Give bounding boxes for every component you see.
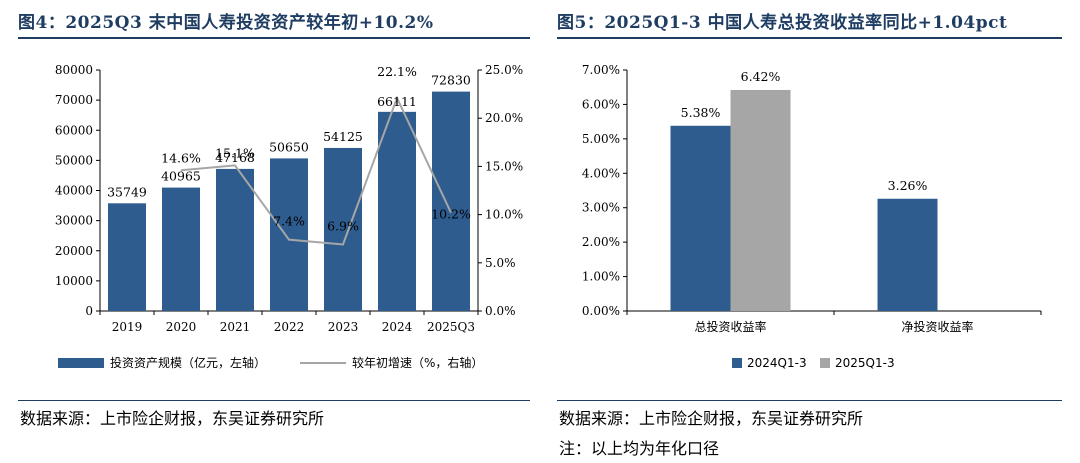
x-tick-label: 2020 xyxy=(166,320,197,334)
line-data-label: 10.2% xyxy=(431,207,471,222)
bar-investment-assets xyxy=(216,168,254,311)
y-right-tick-label: 20.0% xyxy=(485,111,523,125)
y-tick-label: 1.00% xyxy=(582,270,620,284)
figure-4-title: 图4：2025Q3 末中国人寿投资资产较年初+10.2% xyxy=(18,13,434,33)
figure-4-panel: 图4：2025Q3 末中国人寿投资资产较年初+10.2% 0 10000 20000… xyxy=(18,0,530,463)
y-right-tick-label: 5.0% xyxy=(485,256,516,270)
bar-data-label: 40965 xyxy=(161,169,201,184)
bar-2025Q1-3 xyxy=(730,89,791,311)
y-tick-label: 5.00% xyxy=(582,132,620,146)
bar-investment-assets xyxy=(432,91,470,311)
y-right-tick-label: 10.0% xyxy=(485,208,523,222)
figure-5-panel: 图5：2025Q1-3 中国人寿总投资收益率同比+1.04pct 0.00% 1.… xyxy=(557,0,1069,463)
bar-data-label: 3.26% xyxy=(888,178,928,193)
y-left-tick-label: 70000 xyxy=(55,93,93,107)
legend-swatch-bars xyxy=(58,358,104,368)
x-tick-label: 总投资收益率 xyxy=(694,319,766,334)
x-tick-label: 2024 xyxy=(382,320,413,334)
bar-data-label: 50650 xyxy=(269,139,309,154)
line-data-label: 6.9% xyxy=(327,218,359,233)
legend-swatch-2025 xyxy=(820,358,830,368)
legend-label-line: 较年初增速（%，右轴） xyxy=(352,355,483,370)
figure-5-title: 图5：2025Q1-3 中国人寿总投资收益率同比+1.04pct xyxy=(557,13,1008,33)
x-tick-label: 2022 xyxy=(274,320,305,334)
legend-swatch-2024 xyxy=(732,358,742,368)
x-tick-label: 净投资收益率 xyxy=(901,319,973,334)
figure-4-source: 数据来源：上市险企财报，东吴证券研究所 xyxy=(20,409,325,428)
bar-data-label: 47168 xyxy=(215,150,255,165)
bar-data-label: 35749 xyxy=(107,184,147,199)
investment-yield-chart: 0.00% 1.00% 2.00% 3.00% 4.00% 5.00% 6.00% 7.00%… xyxy=(582,63,1042,370)
line-data-label: 15.1% xyxy=(215,145,255,160)
y-tick-label: 0.00% xyxy=(582,304,620,318)
y-tick-label: 2.00% xyxy=(582,235,620,249)
x-tick-label: 2023 xyxy=(328,320,359,334)
source-divider xyxy=(557,400,1062,401)
figure-5-source: 数据来源：上市险企财报，东吴证券研究所 xyxy=(559,409,864,428)
bar-investment-assets xyxy=(324,147,362,311)
x-tick-label: 2025Q3 xyxy=(427,320,475,334)
y-left-tick-label: 40000 xyxy=(55,184,93,198)
legend-label-bars: 投资资产规模（亿元，左轴） xyxy=(110,355,266,370)
investment-assets-chart: 0 10000 20000 30000 40000 50000 60000 70000 8000… xyxy=(55,63,523,370)
line-data-label: 7.4% xyxy=(273,214,305,229)
bar-data-label: 5.38% xyxy=(681,105,721,120)
legend-label-2025: 2025Q1-3 xyxy=(835,356,895,370)
bar-data-label: 72830 xyxy=(431,73,471,88)
bar-investment-assets xyxy=(270,158,308,311)
bar-2024Q1-3 xyxy=(877,198,938,311)
title-divider xyxy=(557,37,1062,39)
legend-label-2024: 2024Q1-3 xyxy=(747,356,807,370)
bar-investment-assets xyxy=(378,111,416,311)
y-right-tick-label: 0.0% xyxy=(485,304,516,318)
y-left-tick-label: 10000 xyxy=(55,274,93,288)
line-data-label: 22.1% xyxy=(377,64,417,79)
y-right-tick-label: 25.0% xyxy=(485,63,523,77)
y-left-tick-label: 0 xyxy=(85,304,93,318)
bar-data-label: 66111 xyxy=(377,94,417,109)
bar-investment-assets xyxy=(162,187,200,311)
y-tick-label: 4.00% xyxy=(582,166,620,180)
x-tick-label: 2019 xyxy=(112,320,143,334)
bar-investment-assets xyxy=(108,203,146,311)
title-divider xyxy=(18,37,530,39)
y-tick-label: 6.00% xyxy=(582,97,620,111)
bar-data-label: 54125 xyxy=(323,129,363,144)
y-left-tick-label: 80000 xyxy=(55,63,93,77)
y-left-tick-label: 30000 xyxy=(55,214,93,228)
y-tick-label: 3.00% xyxy=(582,201,620,215)
y-tick-label: 7.00% xyxy=(582,63,620,77)
y-left-tick-label: 60000 xyxy=(55,123,93,137)
source-divider xyxy=(18,400,530,401)
y-left-tick-label: 20000 xyxy=(55,244,93,258)
y-left-tick-label: 50000 xyxy=(55,153,93,167)
bar-2024Q1-3 xyxy=(670,125,731,311)
figure-5-note: 注：以上均为年化口径 xyxy=(559,439,720,458)
line-growth-rate xyxy=(180,95,452,246)
line-data-label: 14.6% xyxy=(161,150,201,165)
x-tick-label: 2021 xyxy=(220,320,251,334)
bar-data-label: 6.42% xyxy=(741,69,781,84)
y-right-tick-label: 15.0% xyxy=(485,159,523,173)
